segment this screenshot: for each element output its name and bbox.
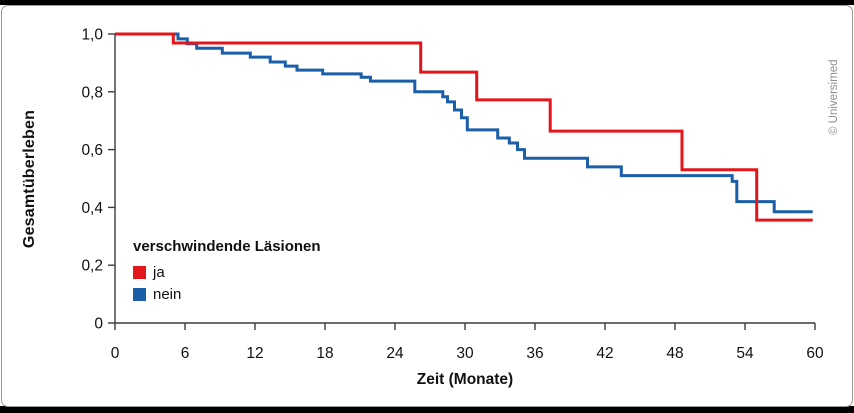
y-axis-label: Gesamtüberleben xyxy=(21,109,38,249)
x-tick-label: 18 xyxy=(316,345,333,362)
x-tick-label: 24 xyxy=(386,345,404,362)
y-tick-label: 0,8 xyxy=(81,84,103,101)
legend-label-ja: ja xyxy=(153,263,165,281)
y-tick-label: 0 xyxy=(94,316,103,333)
series-nein xyxy=(115,32,813,214)
x-axis-label: Zeit (Monate) xyxy=(416,371,514,388)
x-tick-label: 48 xyxy=(666,345,683,362)
x-tick-label: 6 xyxy=(181,345,190,362)
x-tick-label: 54 xyxy=(736,345,754,362)
legend-item-ja: ja xyxy=(133,261,321,283)
legend-swatch-nein xyxy=(133,287,146,301)
bottom-black-strip xyxy=(0,406,854,413)
x-tick-label: 36 xyxy=(526,345,543,362)
y-tick-label: 0,2 xyxy=(81,258,103,275)
legend-label-nein: nein xyxy=(153,285,182,303)
legend-item-nein: nein xyxy=(133,283,321,305)
x-tick-label: 30 xyxy=(456,345,474,362)
x-tick-label: 42 xyxy=(596,345,613,362)
y-tick-label: 0,4 xyxy=(81,200,103,217)
top-black-strip xyxy=(0,0,854,5)
legend-title: verschwindende Läsionen xyxy=(133,238,321,255)
x-tick-label: 60 xyxy=(806,345,824,362)
x-tick-label: 12 xyxy=(246,345,263,362)
series-ja xyxy=(115,32,813,222)
legend-swatch-ja xyxy=(133,265,146,279)
x-tick-label: 0 xyxy=(111,345,120,362)
y-tick-label: 0,6 xyxy=(81,142,103,159)
y-tick-label: 1,0 xyxy=(81,27,103,44)
copyright-label: © Universimed xyxy=(828,59,840,135)
chart-legend: verschwindende Läsionen ja nein xyxy=(133,238,321,305)
